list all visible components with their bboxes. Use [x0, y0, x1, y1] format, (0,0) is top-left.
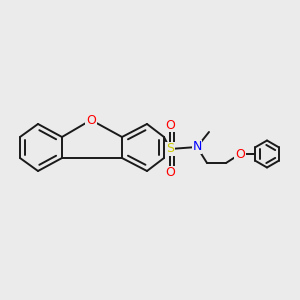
Text: S: S — [166, 142, 174, 155]
Text: O: O — [235, 148, 245, 160]
Text: O: O — [165, 167, 175, 179]
Text: O: O — [165, 118, 175, 131]
Text: O: O — [86, 113, 96, 127]
Text: N: N — [192, 140, 202, 154]
